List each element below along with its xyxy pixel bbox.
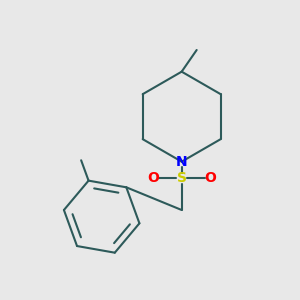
Text: O: O bbox=[204, 171, 216, 185]
Text: N: N bbox=[176, 155, 188, 169]
Text: O: O bbox=[147, 171, 159, 185]
Text: S: S bbox=[177, 171, 187, 185]
